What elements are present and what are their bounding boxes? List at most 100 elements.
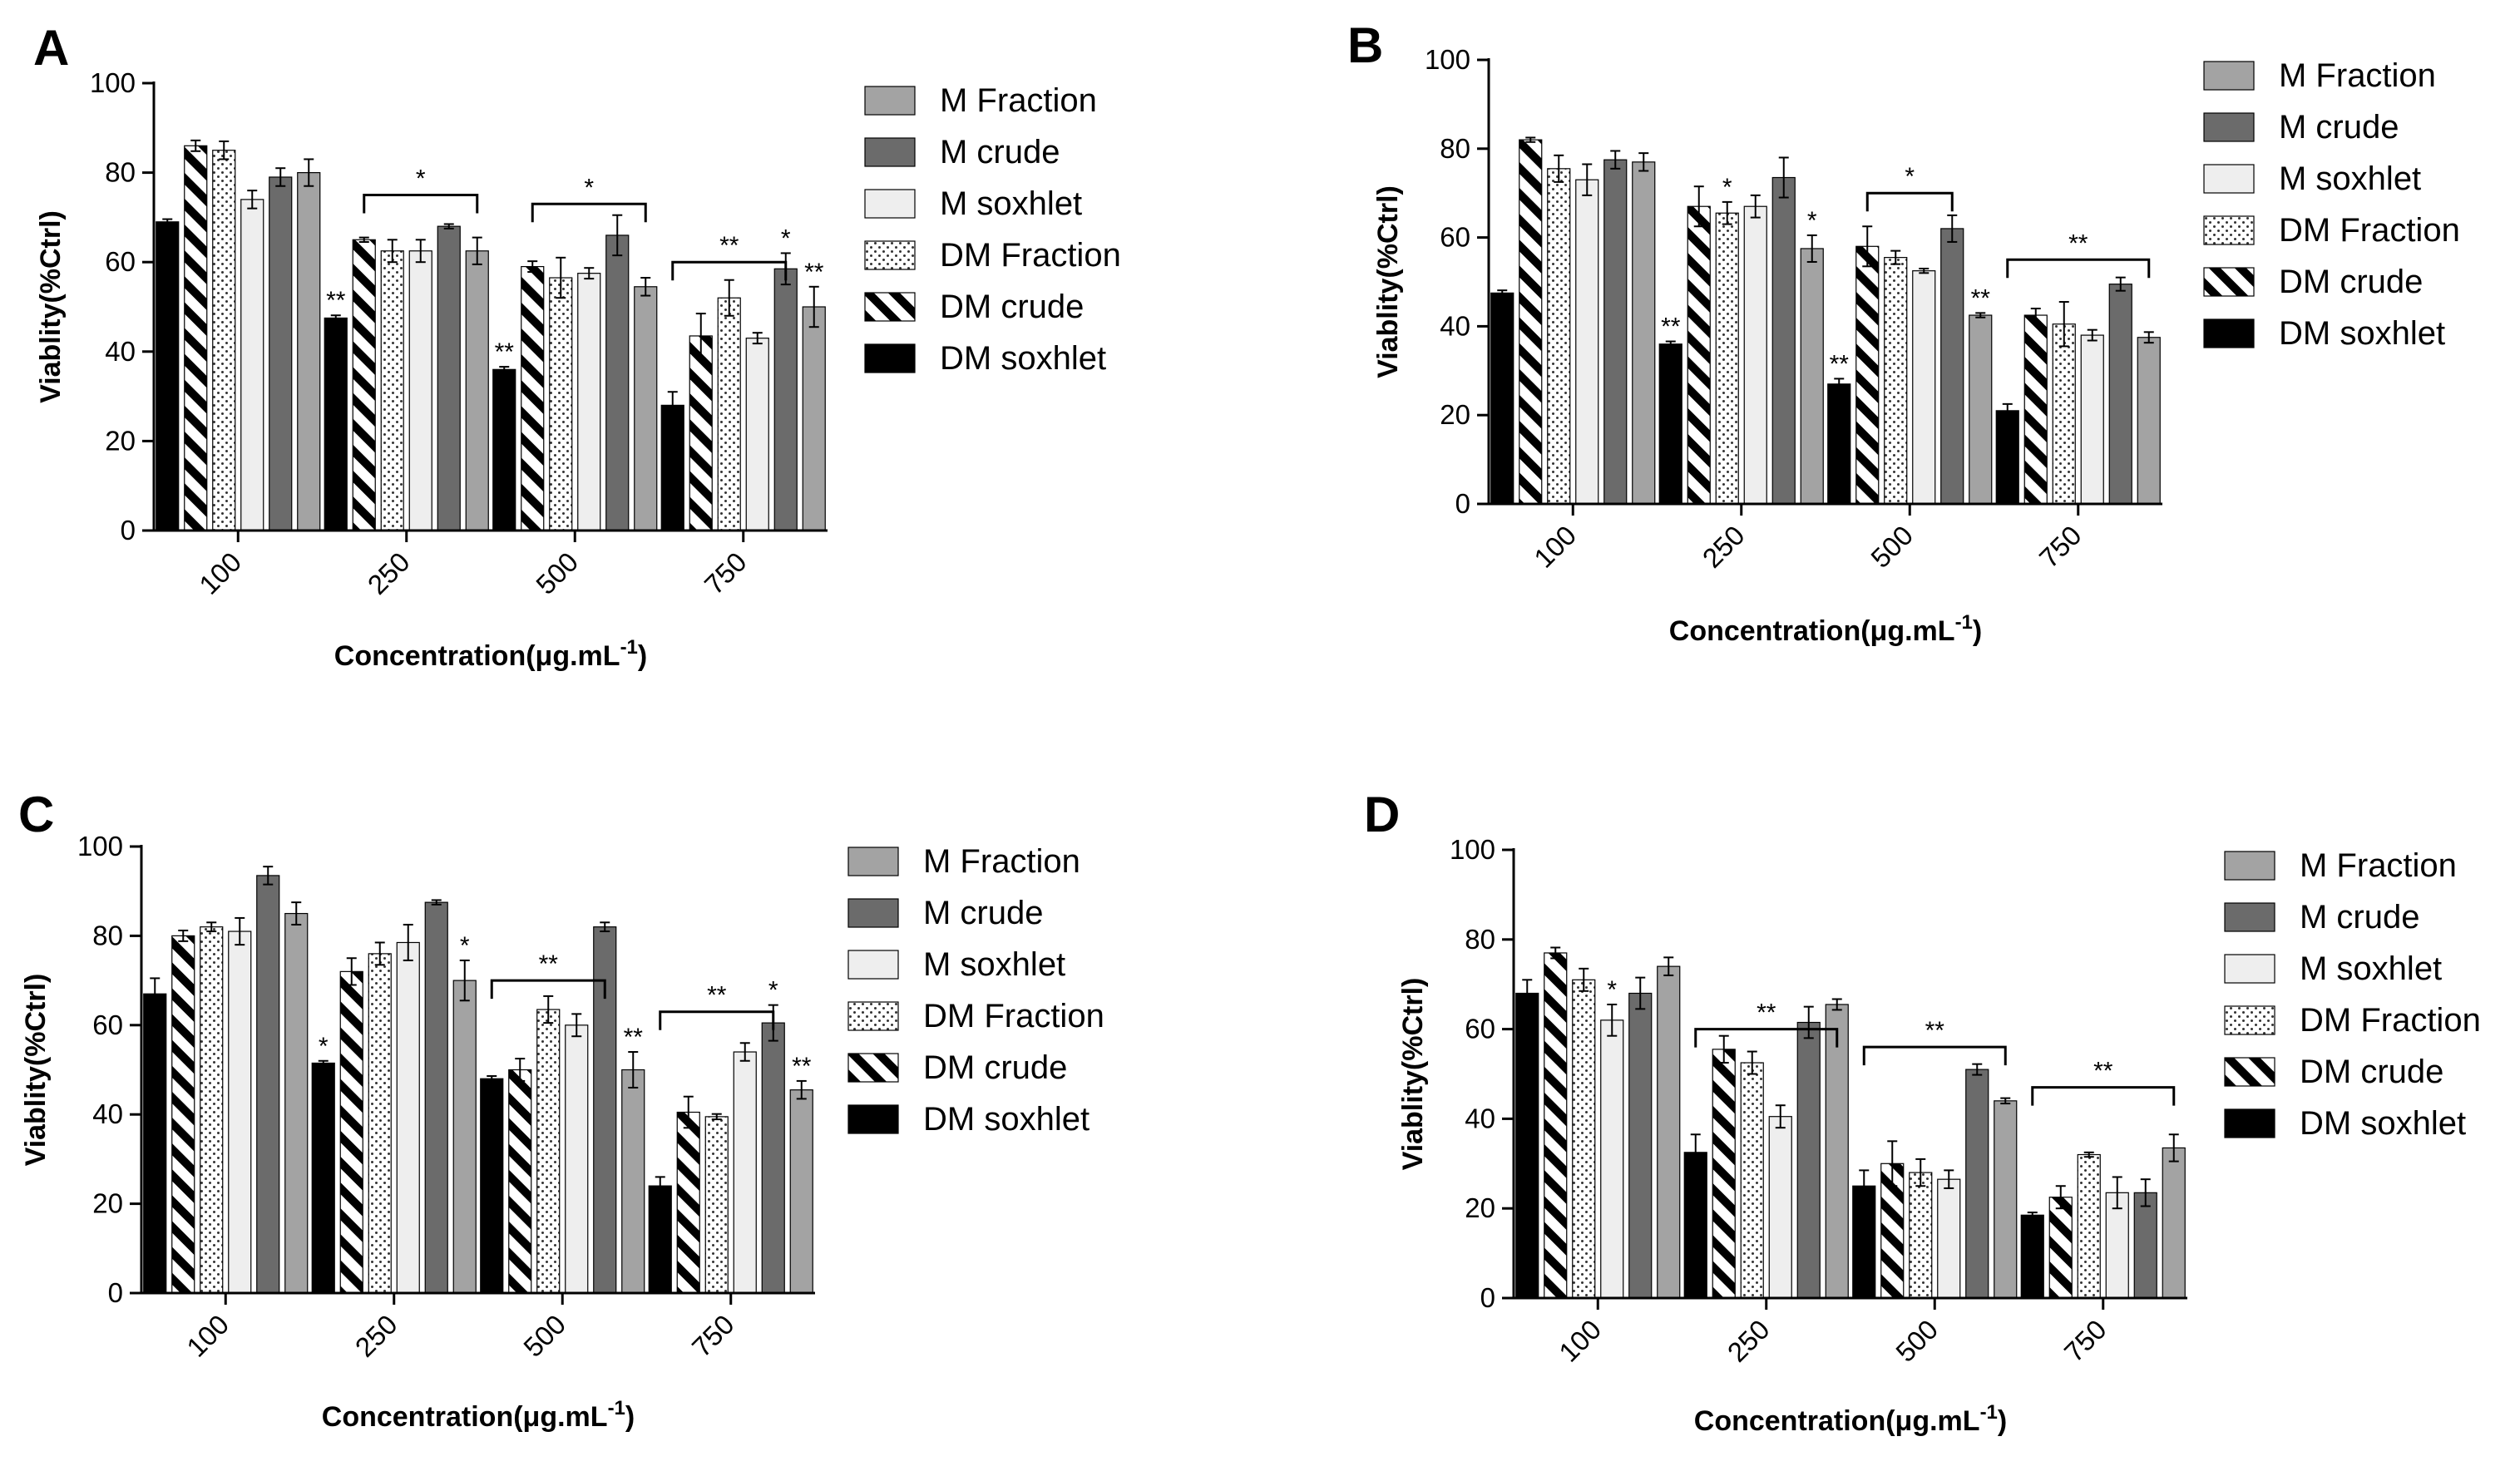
legend-label: DM Fraction: [940, 237, 1121, 274]
error-bar: [499, 366, 510, 373]
y-tick-label: 20: [105, 425, 136, 456]
error-bar: [2030, 308, 2041, 323]
error-bar: [1750, 194, 1761, 219]
error-bar: [1775, 1104, 1786, 1129]
error-bar: [403, 923, 413, 961]
bar-m-crude-250: [437, 225, 461, 531]
error-bar: [556, 256, 566, 299]
error-bar: [808, 285, 819, 328]
error-bar: [387, 239, 398, 264]
panel-letter: B: [1347, 17, 1383, 73]
y-tick-label: 100: [1425, 44, 1470, 75]
legend-item-m-crude: M crude: [2224, 899, 2420, 935]
legend-item-m-fraction: M Fraction: [847, 843, 1080, 880]
significance-mark: *: [319, 1033, 329, 1060]
bar-dm-fraction-100: [212, 150, 236, 531]
y-tick-label: 100: [77, 831, 123, 861]
bar-dm-fraction-750: [2077, 1153, 2101, 1299]
legend-item-dm-crude: DM crude: [864, 289, 1084, 325]
error-bar: [571, 1013, 582, 1038]
bar-m-soxhlet-250: [408, 250, 432, 531]
legend-label: M Fraction: [940, 82, 1097, 119]
bar-m-soxhlet-100: [1575, 179, 1599, 505]
error-bar: [162, 218, 173, 226]
legend-item-dm-crude: DM crude: [847, 1049, 1067, 1086]
error-bar: [291, 901, 302, 926]
bar-dm-fraction-500: [1884, 257, 1908, 505]
error-bar: [346, 957, 357, 986]
legend-item-dm-soxhlet: DM soxhlet: [2224, 1105, 2466, 1142]
bar-dm-soxhlet-250: [324, 317, 348, 531]
x-tick-label: 100: [1553, 1314, 1607, 1368]
x-tick-label: 500: [1890, 1314, 1944, 1368]
legend-swatch: [2224, 1108, 2275, 1138]
bar-m-fraction-750: [2137, 337, 2161, 505]
bar-dm-soxhlet-100: [1490, 292, 1514, 505]
legend-label: DM crude: [923, 1049, 1067, 1086]
bar-m-fraction-100: [1632, 161, 1656, 505]
legend-label: M Fraction: [2279, 57, 2436, 94]
legend-swatch: [847, 1001, 899, 1031]
error-bar: [487, 1075, 497, 1083]
legend-swatch: [864, 189, 916, 219]
legend-label: DM soxhlet: [923, 1101, 1090, 1138]
error-bar: [1834, 378, 1845, 391]
x-tick-label: 250: [1697, 520, 1751, 574]
significance-mark: **: [495, 338, 515, 366]
panel-letter: C: [18, 787, 54, 842]
error-bar: [2000, 1097, 2011, 1105]
bar-dm-crude-100: [171, 935, 195, 1294]
x-tick-label: 750: [2058, 1314, 2112, 1368]
bar-dm-soxhlet-250: [1658, 343, 1682, 505]
y-tick-label: 40: [105, 336, 136, 367]
bar-m-fraction-500: [1994, 1100, 2018, 1299]
bar-m-crude-100: [256, 875, 280, 1294]
legend-item-dm-soxhlet: DM soxhlet: [847, 1101, 1090, 1138]
error-bar: [219, 140, 230, 160]
bar-dm-soxhlet-750: [660, 404, 684, 531]
bar-m-soxhlet-100: [240, 199, 264, 531]
legend-item-m-fraction: M Fraction: [2203, 57, 2436, 94]
y-tick-label: 60: [1440, 222, 1470, 253]
x-axis-title: Concentration(μg.mL-1): [334, 636, 647, 672]
bar-dm-fraction-750: [2052, 323, 2076, 505]
bar-dm-soxhlet-750: [648, 1185, 672, 1294]
significance-mark: *: [1807, 207, 1817, 234]
significance-bracket: **: [1694, 1000, 1839, 1048]
significance-mark: *: [1607, 976, 1617, 1004]
legend-item-dm-fraction: DM Fraction: [864, 237, 1121, 274]
bar-dm-crude-250: [339, 970, 363, 1294]
legend: M Fraction M crude M soxhlet DM Fraction DM …: [2224, 847, 2481, 1142]
legend-swatch: [847, 847, 899, 876]
y-tick-label: 0: [108, 1277, 123, 1308]
error-bar: [2002, 402, 2013, 418]
bar-dm-fraction-250: [368, 953, 392, 1294]
bar-dm-crude-750: [689, 335, 713, 531]
significance-mark: **: [624, 1024, 644, 1051]
y-tick-label: 0: [121, 515, 136, 545]
bar-dm-crude-250: [1687, 205, 1711, 505]
bar-m-fraction-250: [1800, 248, 1824, 505]
bar-m-fraction-250: [465, 250, 489, 531]
error-bar: [1747, 1050, 1757, 1075]
bar-m-crude-250: [1771, 176, 1796, 505]
error-bar: [318, 1059, 329, 1067]
bar-m-soxhlet-500: [565, 1024, 589, 1294]
bar-dm-fraction-500: [549, 277, 573, 531]
error-bar: [655, 1176, 665, 1196]
legend-label: M soxhlet: [940, 185, 1082, 222]
error-bar: [612, 214, 623, 257]
x-tick-label: 100: [193, 546, 247, 600]
legend-item-m-crude: M crude: [847, 895, 1044, 931]
significance-label: **: [1925, 1017, 1945, 1044]
legend-label: M soxhlet: [2279, 160, 2421, 197]
error-bar: [178, 929, 189, 942]
bar-dm-soxhlet-100: [156, 221, 180, 531]
bar-m-crude-750: [2133, 1192, 2157, 1299]
legend-swatch: [2203, 318, 2255, 348]
legend-label: DM Fraction: [2279, 212, 2460, 249]
y-tick-label: 20: [92, 1188, 123, 1219]
legend-swatch: [864, 292, 916, 322]
error-bar: [1610, 150, 1621, 170]
error-bar: [1806, 234, 1817, 263]
